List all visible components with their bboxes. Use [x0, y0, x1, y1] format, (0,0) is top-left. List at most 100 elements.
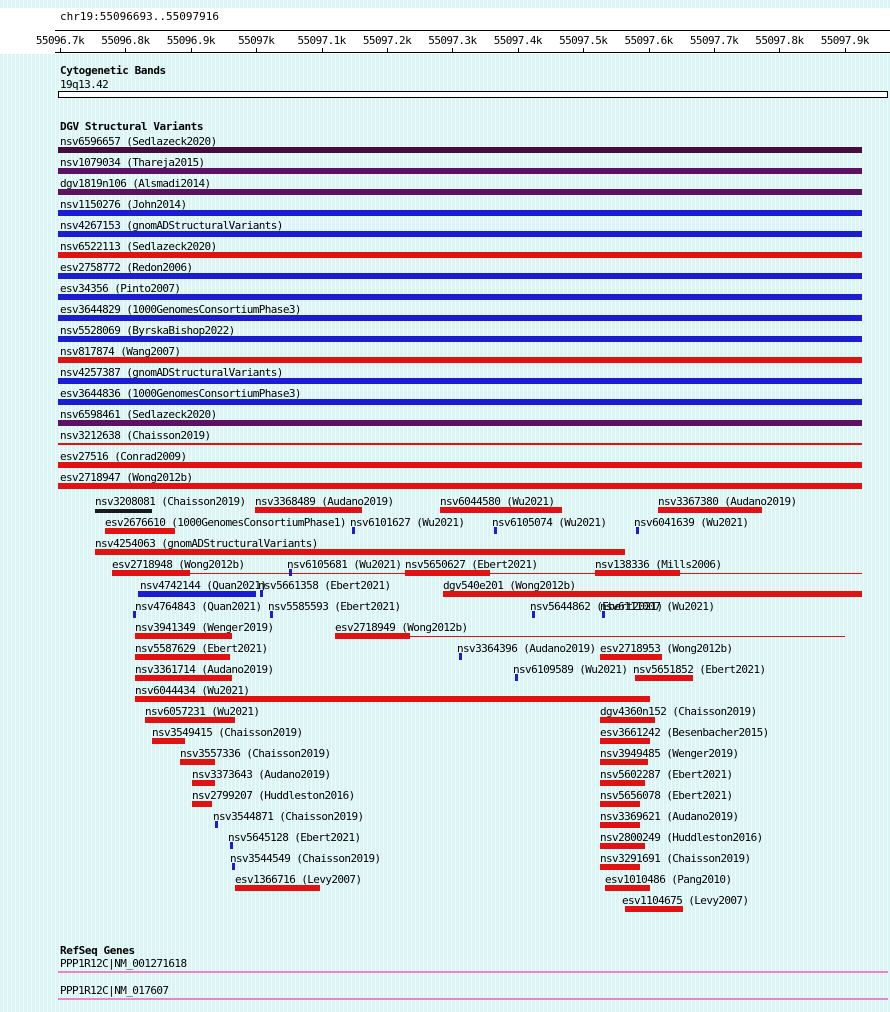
variant-label: nsv5602287 (Ebert2021) — [600, 768, 733, 781]
variant-bar[interactable] — [625, 906, 683, 912]
variant-bar[interactable] — [58, 399, 862, 405]
variant-bar[interactable] — [532, 611, 535, 618]
variant-bar[interactable] — [58, 378, 862, 384]
variant-label: nsv3361714 (Audano2019) — [135, 663, 274, 676]
variant-bar[interactable] — [443, 591, 862, 597]
dgv-fullwidth-row: nsv4257387 (gnomADStructuralVariants) — [0, 365, 890, 386]
variant-bar[interactable] — [600, 780, 645, 786]
variant-bar[interactable] — [58, 210, 862, 216]
variant-bar[interactable] — [600, 738, 650, 744]
variant-label: nsv3364396 (Audano2019) — [457, 642, 596, 655]
ruler-tick-label: 55097.6k — [624, 34, 674, 47]
variant-label: esv34356 (Pinto2007) — [60, 282, 181, 295]
refseq-gene-rows: PPP1R12C|NM_001271618 PPP1R12C|NM_017607 — [0, 957, 890, 1011]
variant-bar[interactable] — [600, 864, 640, 870]
variant-bar[interactable] — [352, 527, 355, 534]
variant-bar[interactable] — [58, 189, 862, 195]
cytogenetic-band-bar[interactable] — [58, 91, 888, 98]
variant-label: nsv3544871 (Chaisson2019) — [213, 810, 364, 823]
variant-bar[interactable] — [58, 147, 862, 153]
variant-bar[interactable] — [135, 696, 650, 702]
variant-bar[interactable] — [230, 842, 233, 849]
variant-label: nsv6105681 (Wu2021) — [287, 558, 402, 571]
variant-bar[interactable] — [58, 252, 862, 258]
variant-bar[interactable] — [260, 590, 263, 597]
gene-line[interactable] — [58, 971, 888, 973]
ruler-tick-mark — [517, 48, 519, 52]
variant-label: nsv6105074 (Wu2021) — [492, 516, 607, 529]
variant-bar[interactable] — [600, 801, 640, 807]
variant-bar[interactable] — [58, 336, 862, 342]
variant-bar[interactable] — [335, 633, 410, 639]
variant-bar[interactable] — [515, 674, 518, 681]
ruler-tick-mark — [452, 48, 454, 52]
variant-bar[interactable] — [289, 569, 292, 576]
variant-bar[interactable] — [605, 885, 650, 891]
ruler-top-line — [55, 30, 890, 31]
ruler-tick-mark — [714, 48, 715, 52]
variant-label: nsv3941349 (Wenger2019) — [135, 621, 274, 634]
variant-bar[interactable] — [595, 570, 680, 576]
variant-label: nsv5528069 (ByrskaBishop2022) — [60, 324, 235, 337]
dgv-structural-variants-title: DGV Structural Variants — [60, 120, 204, 133]
variant-bar[interactable] — [58, 357, 862, 363]
variant-bar[interactable] — [636, 527, 639, 534]
variant-bar[interactable] — [600, 717, 655, 723]
gene-line[interactable] — [58, 998, 888, 1000]
refseq-gene-row: PPP1R12C|NM_017607 — [0, 984, 890, 1011]
variant-bar[interactable] — [192, 780, 215, 786]
ruler-tick-label: 55097.2k — [362, 34, 412, 47]
variant-bar[interactable] — [600, 843, 645, 849]
variant-bar[interactable] — [192, 801, 212, 807]
variant-bar[interactable] — [58, 443, 862, 445]
variant-bar[interactable] — [95, 509, 152, 513]
variant-bar[interactable] — [232, 863, 235, 870]
variant-bar[interactable] — [180, 759, 215, 765]
variant-bar[interactable] — [459, 653, 462, 660]
variant-bar[interactable] — [58, 273, 862, 279]
variant-bar[interactable] — [112, 570, 190, 576]
variant-bar[interactable] — [235, 885, 320, 891]
variant-label: nsv817874 (Wang2007) — [60, 345, 181, 358]
variant-bar[interactable] — [635, 675, 693, 681]
variant-bar[interactable] — [135, 675, 232, 681]
variant-bar[interactable] — [270, 611, 273, 618]
variant-bar[interactable] — [600, 822, 640, 828]
variant-label: nsv6522113 (Sedlazeck2020) — [60, 240, 217, 253]
variant-bar[interactable] — [600, 759, 648, 765]
refseq-genes-title: RefSeq Genes — [60, 944, 135, 957]
variant-bar[interactable] — [105, 528, 175, 534]
variant-bar[interactable] — [152, 738, 185, 744]
variant-bar[interactable] — [58, 168, 862, 174]
variant-bar[interactable] — [658, 507, 762, 513]
variant-bar[interactable] — [58, 315, 862, 321]
variant-bar[interactable] — [58, 483, 862, 489]
variant-label: nsv3557336 (Chaisson2019) — [180, 747, 331, 760]
variant-bar[interactable] — [138, 591, 256, 597]
variant-bar[interactable] — [600, 654, 662, 660]
variant-bar[interactable] — [602, 611, 605, 618]
gene-label: PPP1R12C|NM_001271618 — [60, 957, 187, 970]
variant-bar[interactable] — [133, 611, 136, 618]
variant-label: nsv6041639 (Wu2021) — [634, 516, 749, 529]
variant-bar[interactable] — [58, 462, 862, 468]
variant-bar[interactable] — [494, 527, 497, 534]
variant-bar[interactable] — [405, 570, 490, 576]
variant-bar[interactable] — [145, 717, 235, 723]
variant-bar[interactable] — [58, 294, 862, 300]
dgv-fullwidth-variant-rows: nsv6596657 (Sedlazeck2020) nsv1079034 (Th… — [0, 134, 890, 491]
ruler-tick-label: 55097k — [238, 34, 275, 47]
variant-label: nsv5644862 (Ebert2021) — [530, 600, 663, 613]
variant-bar[interactable] — [58, 420, 862, 426]
variant-bar[interactable] — [215, 821, 218, 828]
variant-bar[interactable] — [255, 507, 362, 513]
dgv-positioned-row: nsv5645128 (Ebert2021) nsv2800249 (Huddle… — [0, 830, 890, 851]
dgv-positioned-row: nsv4742144 (Quan2021) nsv5661358 (Ebert20… — [0, 578, 890, 599]
variant-bar[interactable] — [135, 654, 230, 660]
variant-bar[interactable] — [135, 633, 232, 639]
ruler-tick-mark — [60, 48, 61, 52]
variant-label: esv1010486 (Pang2010) — [605, 873, 732, 886]
variant-bar[interactable] — [95, 549, 625, 555]
variant-bar[interactable] — [58, 231, 862, 237]
variant-bar[interactable] — [440, 507, 562, 513]
